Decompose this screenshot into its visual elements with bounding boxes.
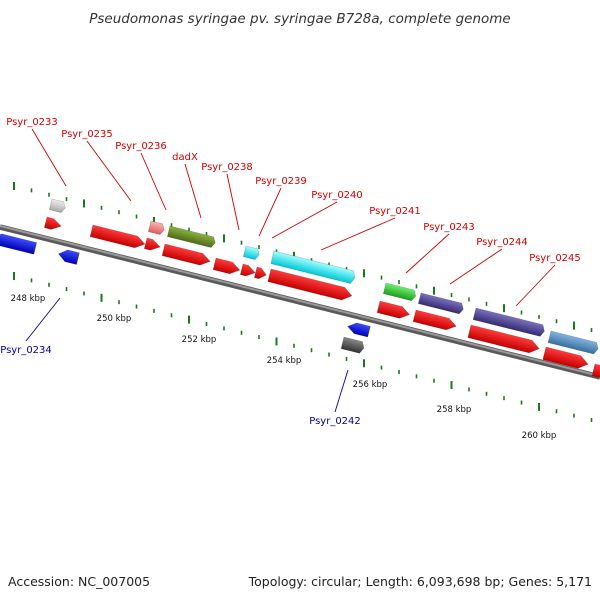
cds-arrow-shape [143,237,161,251]
gene-feature [242,245,260,260]
gene-label-psyr-0245: Psyr_0245 [529,253,581,264]
gene-label-dadx: dadX [172,152,198,163]
gene-feature-reverse-shape [347,322,371,338]
leader-line [405,233,450,274]
leader-line [258,187,282,237]
gene-label-psyr-0240: Psyr_0240 [311,190,363,201]
genome-backbone [0,224,600,380]
inner-tick-track [13,272,593,422]
genome-summary-text: Topology: circular; Length: 6,093,698 bp… [248,574,592,589]
leader-line [25,297,61,342]
cds-arrow-shape [89,224,146,249]
gene-feature-shape [417,292,464,315]
cds-arrow [267,268,353,301]
gene-feature [48,198,66,213]
leader-line [515,264,556,307]
cds-arrow [542,346,589,369]
cds-arrow [253,266,267,280]
cds-arrow [239,263,256,277]
gene-feature-reverse-shape [0,233,38,255]
scale-label: 250 kbp [97,314,132,324]
gene-feature-shape [270,250,356,284]
gene-label-psyr-0238: Psyr_0238 [201,162,253,173]
cds-arrow [161,243,211,266]
leader-line [271,201,338,239]
leader-line [31,128,67,187]
cds-track [43,216,600,379]
gene-feature-shape [472,307,545,337]
cds-arrow [89,224,146,249]
scale-label: 258 kbp [437,405,472,415]
cds-arrow-shape [376,300,411,319]
gene-label-psyr-0234: Psyr_0234 [0,345,52,356]
gene-feature-reverse [347,322,371,338]
gene-feature-reverse [340,336,365,354]
leader-line [320,217,396,251]
cds-arrow-shape [161,243,211,266]
scale-label: 252 kbp [182,335,217,345]
gene-label-psyr-0242: Psyr_0242 [309,416,361,427]
outer-tick-track [13,182,593,332]
leader-line [226,173,240,231]
gene-feature [472,307,545,337]
gene-label-psyr-0233: Psyr_0233 [6,117,58,128]
gene-feature-shape [382,282,417,302]
accession-text: Accession: NC_007005 [8,574,150,589]
cds-arrow-shape [542,346,589,369]
gene-label-psyr-0241: Psyr_0241 [369,206,421,217]
cds-arrow-shape [253,266,267,280]
gene-feature-reverse-shape [58,249,80,265]
cds-arrow [467,324,540,354]
cds-arrow [143,237,161,251]
scale-label: 254 kbp [267,356,302,366]
gene-feature-reverse [58,249,80,265]
gene-feature-shape [166,225,216,248]
cds-arrow [412,309,457,331]
gene-label-psyr-0235: Psyr_0235 [61,129,113,140]
cds-arrow [43,216,62,230]
gene-feature-shape [242,245,260,260]
cds-arrow-shape [212,257,241,275]
map-title: Pseudomonas syringae pv. syringae B728a,… [89,11,511,27]
cds-arrow-shape [467,324,540,354]
cds-arrow-shape [412,309,457,331]
scale-label: 248 kbp [11,294,46,304]
cds-arrow [212,257,241,275]
gene-feature [382,282,417,302]
cds-arrow-shape [591,363,600,379]
gene-label-psyr-0239: Psyr_0239 [255,176,307,187]
gene-label-psyr-0244: Psyr_0244 [476,237,528,248]
gene-feature-shape [48,198,66,213]
cds-arrow [376,300,411,319]
cds-arrow-shape [43,216,62,230]
scale-label: 260 kbp [522,431,557,441]
gene-feature [270,250,356,284]
feature-track [0,198,599,355]
cds-arrow-shape [239,263,256,277]
gene-feature [547,330,599,355]
gene-label-psyr-0243: Psyr_0243 [423,222,475,233]
leader-line [449,248,503,285]
gene-feature-reverse-shape [340,336,365,354]
gene-label-psyr-0236: Psyr_0236 [115,141,167,152]
scale-labels: 248 kbp 250 kbp 252 kbp 254 kbp 256 kbp 258 k… [11,294,557,441]
gene-feature-shape [547,330,599,355]
gene-feature [417,292,464,315]
leader-line [140,152,167,211]
gene-feature-reverse [0,233,38,255]
scale-label: 256 kbp [353,380,388,390]
leader-line [184,163,202,219]
leader-line [334,369,349,413]
gene-feature [166,225,216,248]
cds-arrow [591,363,600,379]
leader-line [86,140,132,202]
cds-arrow-shape [267,268,353,301]
gene-feature-shape [147,220,165,235]
gene-feature [147,220,165,235]
